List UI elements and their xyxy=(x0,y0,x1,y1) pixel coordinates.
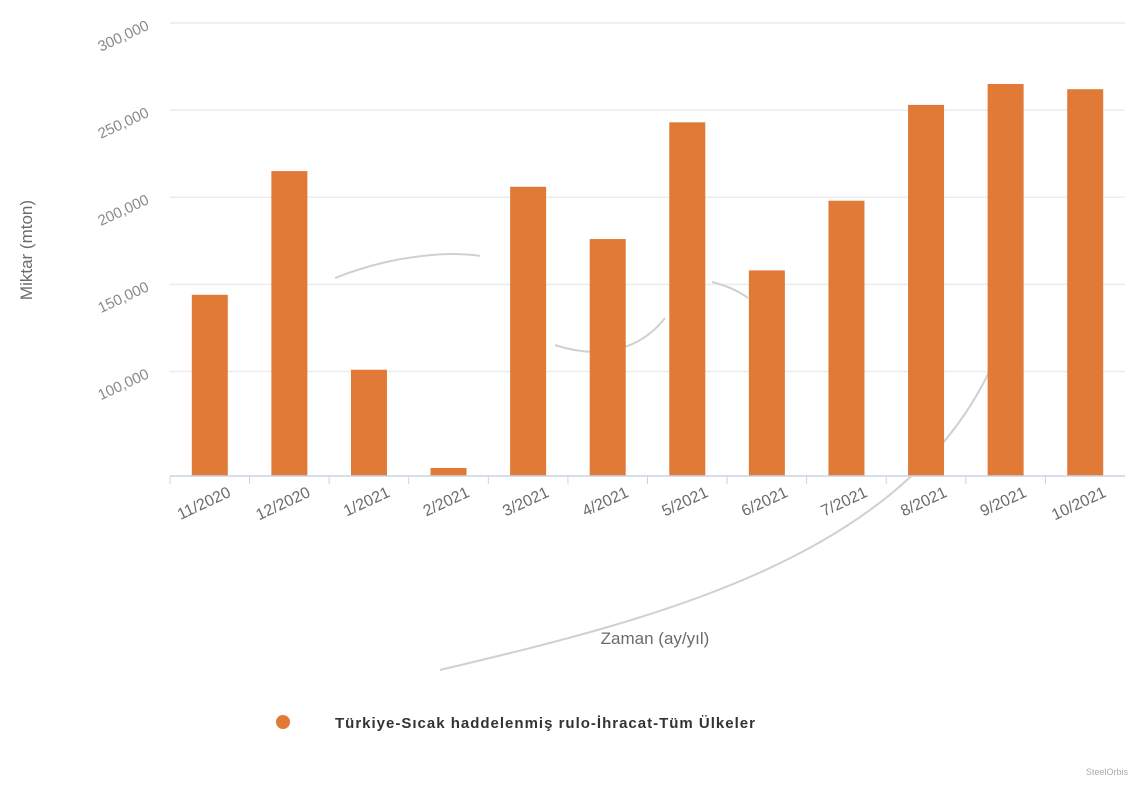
x-axis-title: Zaman (ay/yıl) xyxy=(601,629,710,648)
bar-12-2020[interactable] xyxy=(271,171,308,476)
gridlines xyxy=(170,22,1125,373)
x-tick-label: 5/2021 xyxy=(659,484,711,520)
legend[interactable]: Türkiye-Sıcak haddelenmiş rulo-İhracat-T… xyxy=(276,715,756,732)
bar-3-2021[interactable] xyxy=(510,186,547,476)
x-tick-label: 4/2021 xyxy=(580,484,632,520)
bar-10-2021[interactable] xyxy=(1067,89,1104,476)
x-tick-label: 10/2021 xyxy=(1049,484,1109,524)
legend-series-label: Türkiye-Sıcak haddelenmiş rulo-İhracat-T… xyxy=(335,715,756,732)
y-tick-label: 250,000 xyxy=(95,104,151,142)
legend-marker xyxy=(276,715,290,729)
y-axis-title: Miktar (mton) xyxy=(17,200,36,300)
y-tick-label: 200,000 xyxy=(95,191,151,229)
x-tick-label: 6/2021 xyxy=(739,484,791,520)
y-tick-label: 300,000 xyxy=(95,17,151,55)
bar-7-2021[interactable] xyxy=(828,200,865,476)
y-tick-label: 150,000 xyxy=(95,279,151,317)
bar-1-2021[interactable] xyxy=(350,369,387,476)
x-tick-labels: 11/2020 12/2020 1/2021 2/2021 3/2021 4/2021 5/… xyxy=(169,476,1109,524)
bar-4-2021[interactable] xyxy=(589,239,626,476)
x-tick-label: 1/2021 xyxy=(341,484,393,520)
bar-2-2021[interactable] xyxy=(430,468,467,476)
x-tick-label: 11/2020 xyxy=(175,484,234,523)
credits-text: SteelOrbis xyxy=(1086,767,1129,777)
x-tick-label: 9/2021 xyxy=(978,484,1030,520)
bar-11-2020[interactable] xyxy=(191,294,228,476)
x-tick-label: 12/2020 xyxy=(253,484,313,524)
bar-8-2021[interactable] xyxy=(908,104,945,476)
bars xyxy=(191,83,1104,477)
y-tick-labels: 100,000 150,000 200,000 250,000 300,000 xyxy=(95,17,151,404)
y-tick-label: 100,000 xyxy=(95,366,151,404)
bar-5-2021[interactable] xyxy=(669,122,706,477)
x-tick-label: 2/2021 xyxy=(421,484,473,520)
bar-6-2021[interactable] xyxy=(748,270,785,476)
x-tick-label: 8/2021 xyxy=(898,484,950,520)
x-tick-label: 3/2021 xyxy=(500,484,552,520)
decorative-swoosh xyxy=(334,253,991,671)
bar-9-2021[interactable] xyxy=(987,83,1024,476)
